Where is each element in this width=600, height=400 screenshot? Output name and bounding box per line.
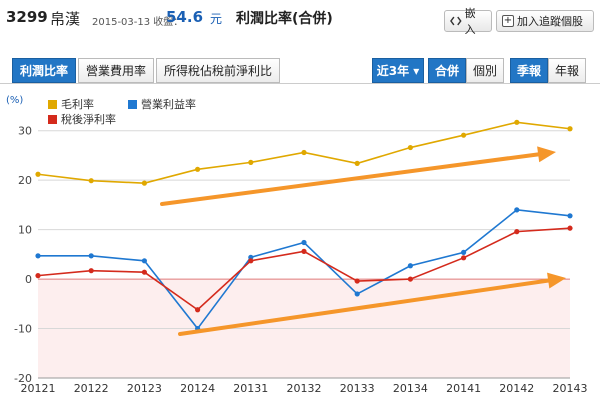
- data-point: [514, 207, 520, 213]
- tab-bar: 利潤比率 營業費用率 所得稅佔稅前淨利比 近3年 ▾ 合併 個別 季報 年報: [0, 54, 600, 84]
- stock-header: 3299 帛漢 2015-03-13 收盤： 54.6 元 利潤比率(合併) 嵌…: [0, 0, 600, 40]
- embed-button[interactable]: 嵌入: [444, 7, 492, 36]
- x-tick-label: 20123: [127, 382, 162, 395]
- y-tick-label: 30: [18, 125, 32, 138]
- price-unit: 元: [210, 12, 223, 26]
- data-point: [567, 225, 573, 231]
- closing-price: 54.6: [166, 8, 204, 26]
- embed-icon: [450, 16, 462, 26]
- stock-code: 3299: [6, 8, 48, 26]
- x-tick-label: 20142: [499, 382, 534, 395]
- data-point: [301, 248, 307, 254]
- data-point: [354, 278, 360, 284]
- page-title: 利潤比率(合併): [236, 11, 333, 27]
- data-point: [88, 178, 94, 184]
- tab-tax-ratio[interactable]: 所得稅佔稅前淨利比: [156, 58, 280, 83]
- individual-toggle[interactable]: 個別: [466, 58, 504, 83]
- data-point: [35, 253, 41, 259]
- profit-ratio-chart: -20 -10 0 10 20 30 (%) 20121 20122 20123 20124 2013…: [6, 95, 588, 395]
- data-point: [141, 258, 147, 264]
- plus-icon: +: [502, 15, 514, 27]
- x-tick-label: 20141: [446, 382, 481, 395]
- trend-arrow-upper-head: [537, 146, 556, 163]
- data-point: [141, 180, 147, 186]
- data-point: [567, 126, 573, 132]
- tab-profit-ratio[interactable]: 利潤比率: [12, 58, 76, 83]
- y-tick-label: 0: [25, 273, 32, 286]
- data-point: [248, 159, 254, 165]
- add-to-watchlist-button[interactable]: + 加入追蹤個股: [496, 10, 594, 32]
- annual-toggle[interactable]: 年報: [548, 58, 586, 83]
- data-point: [407, 263, 413, 269]
- follow-label: 加入追蹤個股: [517, 15, 583, 28]
- data-point: [461, 255, 467, 261]
- x-tick-label: 20121: [21, 382, 56, 395]
- trend-arrow-lower-shaft: [178, 278, 554, 336]
- trend-arrow-lower-head: [547, 272, 566, 289]
- data-point: [461, 132, 467, 138]
- legend-swatch: [48, 100, 57, 109]
- data-point: [461, 249, 467, 255]
- data-point: [514, 119, 520, 125]
- data-point: [35, 273, 41, 279]
- y-axis-label: (%): [6, 95, 23, 106]
- legend-swatch: [48, 115, 57, 124]
- embed-label: 嵌入: [464, 7, 476, 36]
- legend-label: 稅後淨利率: [61, 112, 116, 126]
- data-point: [301, 239, 307, 246]
- tab-operating-expense-ratio[interactable]: 營業費用率: [78, 58, 154, 83]
- quarterly-toggle[interactable]: 季報: [510, 58, 548, 83]
- data-point: [88, 253, 94, 259]
- x-tick-label: 20124: [180, 382, 215, 395]
- legend-label: 營業利益率: [141, 97, 196, 111]
- data-point: [141, 269, 147, 275]
- x-tick-label: 20134: [393, 382, 428, 395]
- data-point: [248, 258, 254, 264]
- data-point: [407, 144, 413, 151]
- legend-swatch: [128, 100, 137, 109]
- x-tick-label: 20143: [553, 382, 588, 395]
- data-point: [567, 213, 573, 219]
- y-tick-label: -10: [14, 323, 32, 336]
- data-point: [407, 276, 413, 282]
- trend-arrow-upper-shaft: [160, 151, 544, 206]
- legend-label: 毛利率: [61, 97, 94, 111]
- consolidated-toggle[interactable]: 合併: [428, 58, 466, 83]
- y-tick-label: 20: [18, 174, 32, 187]
- x-tick-label: 20122: [74, 382, 109, 395]
- data-point: [514, 229, 520, 235]
- data-point: [195, 166, 201, 172]
- data-point: [88, 268, 94, 274]
- x-tick-label: 20133: [340, 382, 375, 395]
- data-point: [354, 291, 360, 297]
- data-point: [35, 171, 41, 177]
- x-tick-label: 20131: [233, 382, 268, 395]
- quote-date: 2015-03-13 收盤：: [92, 17, 184, 28]
- y-tick-label: 10: [18, 224, 32, 237]
- stock-name: 帛漢: [50, 10, 81, 28]
- range-dropdown[interactable]: 近3年 ▾: [372, 58, 424, 83]
- data-point: [301, 149, 307, 156]
- y-tick-label: -20: [14, 372, 32, 385]
- data-point: [354, 160, 360, 166]
- x-tick-label: 20132: [287, 382, 322, 395]
- data-point: [195, 307, 201, 313]
